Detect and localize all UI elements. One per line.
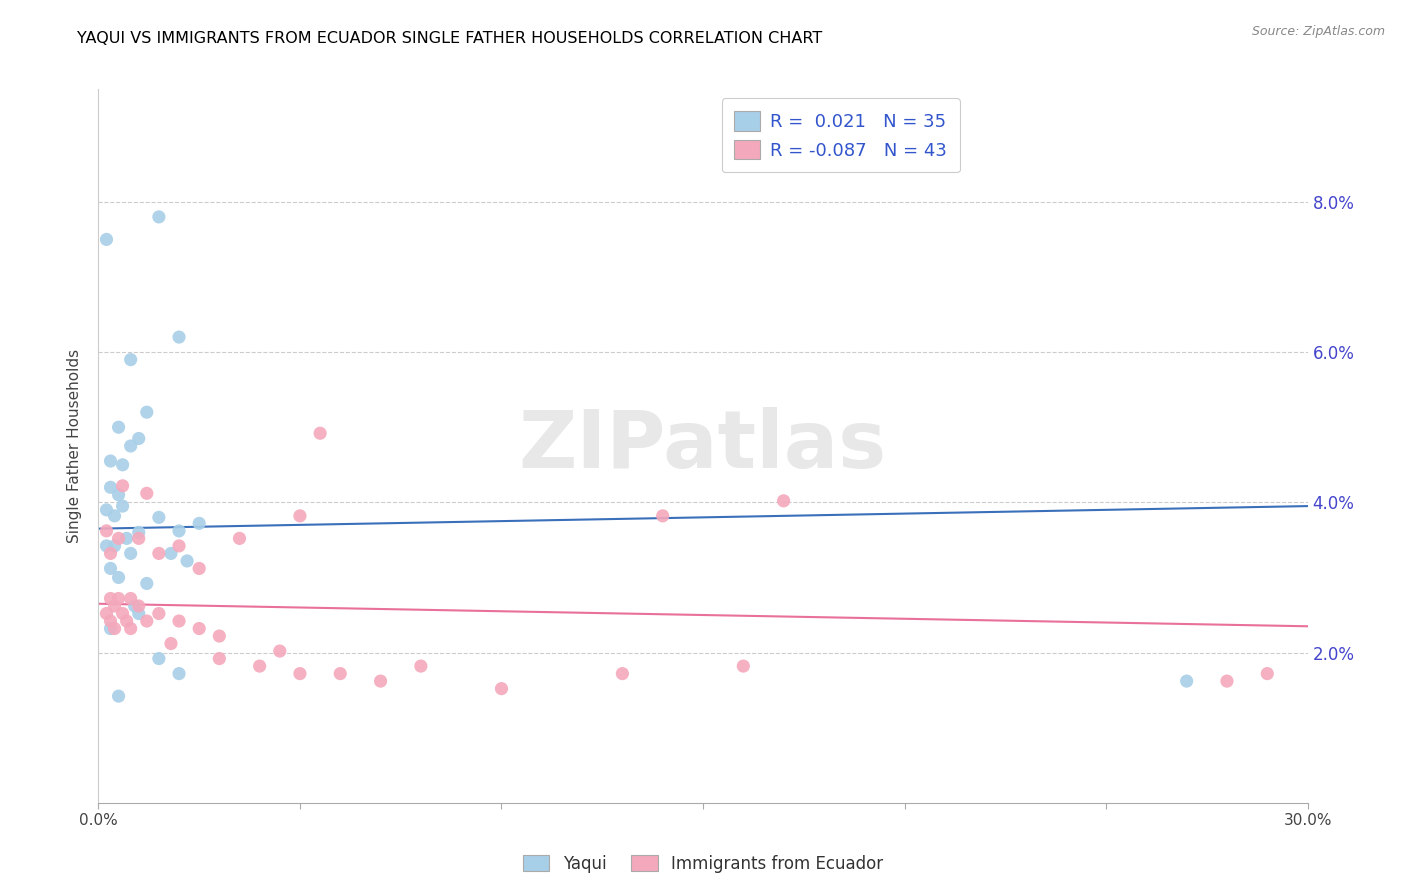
Point: [135, 576, 157, 591]
Point: [491, 681, 513, 696]
Point: [96, 524, 118, 538]
Point: [128, 525, 150, 540]
Point: [612, 666, 634, 681]
Point: [128, 432, 150, 446]
Text: ZIPatlas: ZIPatlas: [519, 407, 887, 485]
Point: [148, 210, 170, 224]
Point: [128, 599, 150, 613]
Point: [167, 614, 190, 628]
Point: [111, 499, 134, 513]
Point: [167, 539, 190, 553]
Point: [329, 666, 352, 681]
Point: [288, 508, 311, 523]
Point: [160, 636, 183, 650]
Point: [107, 532, 129, 546]
Point: [1175, 674, 1198, 689]
Point: [115, 614, 138, 628]
Point: [188, 622, 211, 636]
Point: [249, 659, 271, 673]
Point: [128, 607, 150, 621]
Point: [103, 622, 125, 636]
Point: [772, 493, 794, 508]
Point: [135, 405, 157, 419]
Point: [103, 508, 125, 523]
Point: [288, 666, 311, 681]
Point: [148, 607, 170, 621]
Point: [100, 480, 122, 494]
Point: [111, 479, 134, 493]
Point: [100, 614, 122, 628]
Point: [167, 666, 190, 681]
Point: [167, 330, 190, 344]
Point: [167, 524, 190, 538]
Point: [309, 426, 332, 441]
Point: [148, 510, 170, 524]
Point: [160, 546, 183, 560]
Point: [120, 439, 142, 453]
Point: [103, 539, 125, 553]
Point: [228, 532, 250, 546]
Point: [409, 659, 432, 673]
Point: [208, 651, 231, 665]
Y-axis label: Single Father Households: Single Father Households: [67, 349, 83, 543]
Text: YAQUI VS IMMIGRANTS FROM ECUADOR SINGLE FATHER HOUSEHOLDS CORRELATION CHART: YAQUI VS IMMIGRANTS FROM ECUADOR SINGLE …: [77, 31, 823, 46]
Legend: Yaqui, Immigrants from Ecuador: Yaqui, Immigrants from Ecuador: [516, 848, 890, 880]
Point: [107, 420, 129, 434]
Point: [111, 458, 134, 472]
Point: [100, 622, 122, 636]
Point: [96, 539, 118, 553]
Point: [1216, 674, 1239, 689]
Point: [148, 546, 170, 560]
Point: [269, 644, 291, 658]
Point: [120, 622, 142, 636]
Point: [651, 508, 673, 523]
Point: [96, 607, 118, 621]
Point: [100, 546, 122, 560]
Point: [148, 651, 170, 665]
Point: [96, 503, 118, 517]
Point: [124, 599, 146, 613]
Legend: R =  0.021   N = 35, R = -0.087   N = 43: R = 0.021 N = 35, R = -0.087 N = 43: [721, 98, 960, 172]
Point: [208, 629, 231, 643]
Point: [1256, 666, 1278, 681]
Point: [107, 591, 129, 606]
Point: [176, 554, 198, 568]
Point: [120, 546, 142, 560]
Point: [370, 674, 392, 689]
Point: [107, 689, 129, 703]
Point: [100, 561, 122, 575]
Point: [188, 561, 211, 575]
Text: Source: ZipAtlas.com: Source: ZipAtlas.com: [1251, 25, 1385, 38]
Point: [733, 659, 755, 673]
Point: [103, 599, 125, 613]
Point: [135, 486, 157, 500]
Point: [100, 454, 122, 468]
Point: [100, 591, 122, 606]
Point: [107, 488, 129, 502]
Point: [128, 532, 150, 546]
Point: [96, 232, 118, 246]
Point: [135, 614, 157, 628]
Point: [188, 516, 211, 531]
Point: [111, 607, 134, 621]
Point: [120, 352, 142, 367]
Point: [115, 532, 138, 546]
Point: [107, 570, 129, 584]
Point: [120, 591, 142, 606]
